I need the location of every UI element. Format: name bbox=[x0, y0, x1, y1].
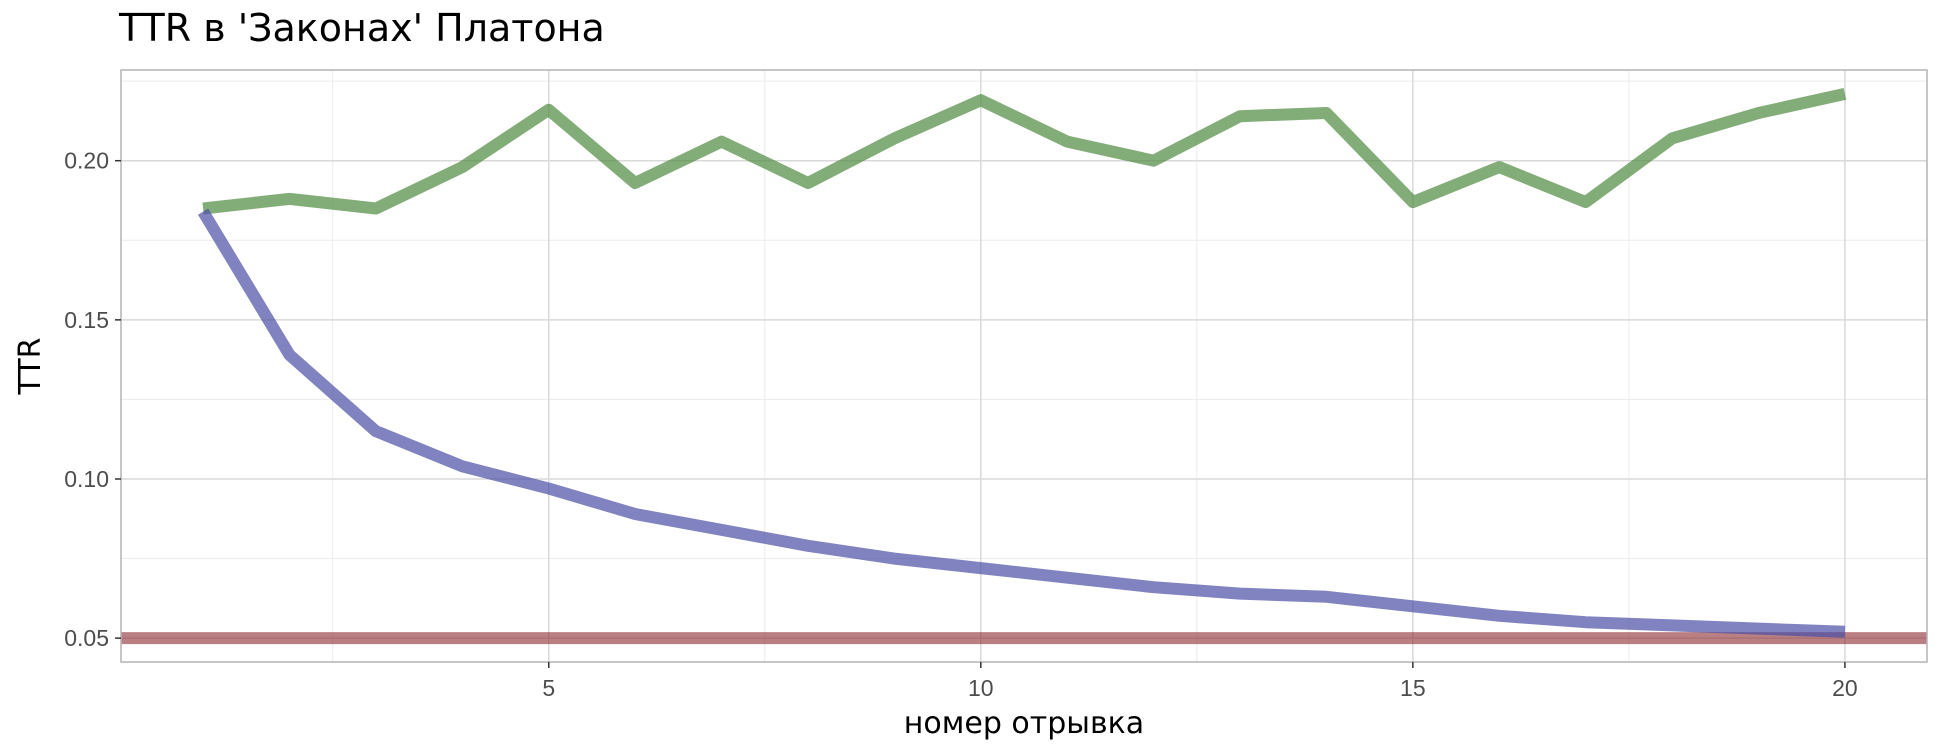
x-axis-ticks: 5 10 15 20 bbox=[542, 662, 1857, 701]
y-axis-ticks: 0.05 0.10 0.15 0.20 bbox=[64, 148, 121, 651]
y-tick-label: 0.20 bbox=[64, 148, 109, 174]
series-layer bbox=[121, 94, 1927, 638]
series-line-2 bbox=[203, 212, 1845, 632]
x-axis-title: номер отрывка bbox=[904, 706, 1144, 741]
series-line-1 bbox=[203, 94, 1845, 209]
y-tick-label: 0.10 bbox=[64, 466, 109, 492]
x-tick-label: 10 bbox=[968, 675, 994, 701]
x-tick-label: 20 bbox=[1832, 675, 1858, 701]
y-tick-label: 0.15 bbox=[64, 307, 109, 333]
x-tick-label: 5 bbox=[542, 675, 555, 701]
y-tick-label: 0.05 bbox=[64, 625, 109, 651]
y-axis-title: TTR bbox=[13, 338, 48, 396]
x-tick-label: 15 bbox=[1400, 675, 1426, 701]
